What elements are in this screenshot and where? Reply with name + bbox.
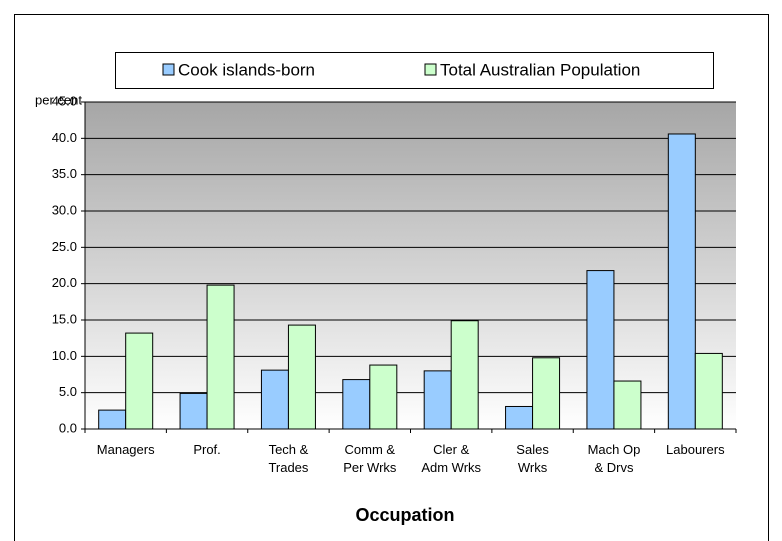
legend-label: Cook islands-born: [178, 60, 315, 79]
x-axis-title: Occupation: [355, 505, 454, 525]
bar: [260, 369, 289, 430]
y-tick-label: 40.0: [52, 130, 77, 145]
y-tick-label: 15.0: [52, 311, 77, 326]
x-tick-label: Tech & Trades: [268, 442, 308, 475]
x-tick-label: Managers: [97, 442, 155, 457]
bar: [586, 270, 615, 430]
plot-area: [85, 102, 736, 429]
x-tick-label: Prof.: [193, 442, 220, 457]
bar: [179, 392, 208, 430]
x-tick-label: Cler & Adm Wrks: [421, 442, 481, 475]
bar: [613, 380, 642, 430]
y-tick-label: 25.0: [52, 239, 77, 254]
y-axis-title: per cent: [35, 92, 82, 107]
y-tick-label: 5.0: [59, 384, 77, 399]
y-tick-label: 10.0: [52, 348, 77, 363]
y-tick-label: 0.0: [59, 420, 77, 435]
x-tick-label: Mach Op & Drvs: [588, 442, 641, 475]
bar: [369, 364, 398, 430]
legend-swatch: [162, 63, 175, 76]
y-tick-label: 20.0: [52, 275, 77, 290]
bar: [450, 320, 479, 430]
bar: [532, 357, 561, 430]
y-tick-label: 35.0: [52, 166, 77, 181]
bar: [505, 405, 534, 430]
bar: [287, 324, 316, 430]
bar: [342, 379, 371, 430]
bar: [125, 332, 154, 430]
y-tick-label: 30.0: [52, 202, 77, 217]
x-tick-label: Labourers: [666, 442, 725, 457]
legend-swatch: [424, 63, 437, 76]
bar: [667, 133, 696, 430]
y-tick-label: 45.0: [52, 93, 77, 108]
legend-label: Total Australian Population: [440, 60, 640, 79]
bar: [206, 284, 235, 430]
x-tick-label: Comm & Per Wrks: [343, 442, 397, 475]
bar: [423, 370, 452, 430]
x-tick-label: Sales Wrks: [516, 442, 549, 475]
bar: [98, 409, 127, 430]
legend: [115, 52, 714, 89]
bar: [694, 352, 723, 430]
